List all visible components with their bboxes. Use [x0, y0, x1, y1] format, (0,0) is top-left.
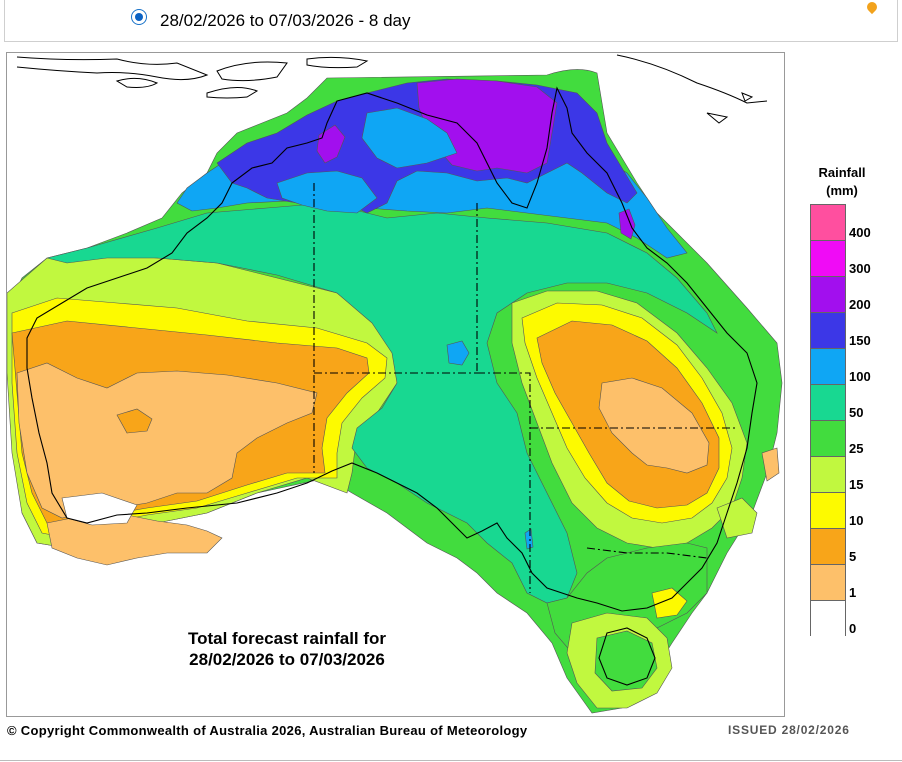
rainfall-contours [7, 69, 783, 714]
legend-label-5: 5 [849, 549, 857, 564]
contour-15-east-coast [716, 497, 758, 539]
map-title-line2: 28/02/2026 to 07/03/2026 [189, 650, 385, 669]
contour-10-se-patch [651, 587, 688, 619]
legend-label-15: 15 [849, 477, 864, 492]
legend-swatch-5 [811, 529, 845, 565]
contour-5-west-island [116, 408, 153, 434]
legend-title-line1: Rainfall [818, 165, 866, 180]
legend-label-400: 400 [849, 225, 871, 240]
legend-swatch-25 [811, 421, 845, 457]
contour-100-arnhem [361, 107, 458, 169]
contour-1-east [598, 377, 710, 474]
legend-label-200: 200 [849, 297, 871, 312]
contour-100-lake [446, 340, 470, 366]
flame-icon [864, 0, 880, 15]
map-title: Total forecast rainfall for 28/02/2026 t… [127, 628, 447, 670]
legend-label-0: 0 [849, 621, 857, 636]
period-radio-button[interactable] [131, 9, 147, 25]
contour-1-west-sw [46, 514, 223, 566]
contour-200-east [618, 208, 636, 240]
legend-label-1: 1 [849, 585, 857, 600]
legend-title-line2: (mm) [826, 183, 858, 198]
australia-rainfall-map-svg [7, 54, 783, 714]
legend-swatch-150 [811, 313, 845, 349]
legend-swatch-50 [811, 385, 845, 421]
legend-label-100: 100 [849, 369, 871, 384]
legend-label-10: 10 [849, 513, 864, 528]
legend-label-300: 300 [849, 261, 871, 276]
copyright-text: © Copyright Commonwealth of Australia 20… [7, 723, 528, 738]
legend-swatch-1 [811, 565, 845, 601]
contour-25-tas [594, 630, 658, 692]
contour-100-gulf [276, 170, 378, 214]
contour-1-west [16, 362, 318, 519]
legend-swatch-100 [811, 349, 845, 385]
legend-swatch-400 [811, 205, 845, 241]
period-radio-label[interactable]: 28/02/2026 to 07/03/2026 - 8 day [160, 11, 411, 30]
bottom-divider [0, 760, 902, 761]
period-selector-panel: 28/02/2026 to 07/03/2026 - 8 day [4, 0, 898, 42]
contour-1-east-coast [761, 447, 780, 482]
rainfall-map: Total forecast rainfall for 28/02/2026 t… [6, 52, 785, 717]
legend-label-50: 50 [849, 405, 864, 420]
legend-title: Rainfall (mm) [804, 164, 880, 200]
map-title-line1: Total forecast rainfall for [187, 629, 387, 648]
legend-label-25: 25 [849, 441, 864, 456]
coastline [26, 86, 758, 686]
state-borders [313, 183, 737, 593]
legend-swatch-15 [811, 457, 845, 493]
contour-50-sa-pocket [524, 528, 534, 550]
legend-color-bar [810, 204, 846, 637]
legend-label-150: 150 [849, 333, 871, 348]
issued-date: ISSUED 28/02/2026 [728, 723, 850, 737]
legend-swatch-10 [811, 493, 845, 529]
neighbour-coastlines [16, 54, 768, 124]
legend-swatch-200 [811, 277, 845, 313]
legend-swatch-0 [811, 601, 845, 637]
legend-swatch-300 [811, 241, 845, 277]
contour-200-west [316, 124, 346, 164]
contour-50-central [46, 202, 718, 604]
